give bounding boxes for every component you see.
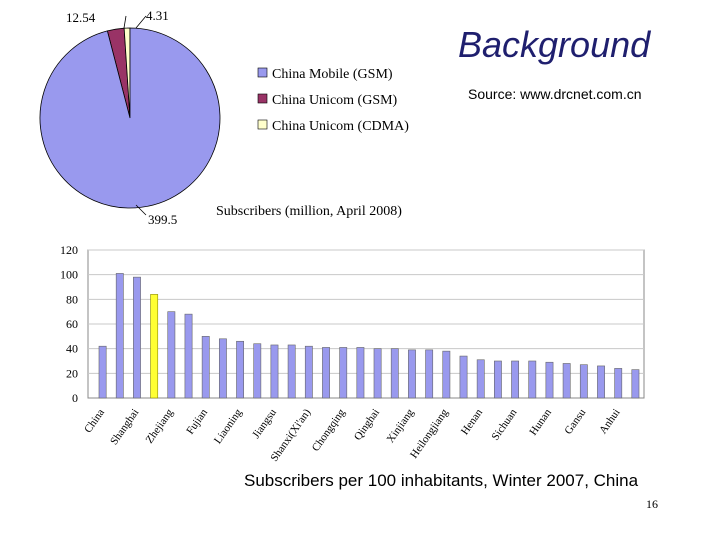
y-tick-label: 80 bbox=[66, 292, 78, 306]
bar-qinghai bbox=[373, 348, 382, 399]
bar-tibet bbox=[631, 369, 640, 399]
bar-zhejiang bbox=[167, 311, 176, 399]
pie-slice-china-mobile-gsm bbox=[39, 27, 221, 209]
x-tick-label: Qinghai bbox=[352, 407, 382, 443]
y-tick-label: 120 bbox=[60, 243, 78, 257]
bar-hunan bbox=[545, 361, 554, 399]
bar-guangdong bbox=[150, 294, 159, 399]
x-tick-label: Fujian bbox=[184, 406, 210, 436]
bar-hebei bbox=[356, 347, 365, 399]
bar-jilin bbox=[270, 344, 279, 399]
bar-heilongjiang bbox=[442, 350, 451, 399]
bar-jiangsu bbox=[218, 338, 227, 399]
bar-ningxia bbox=[459, 355, 468, 399]
y-tick-label: 0 bbox=[72, 391, 78, 405]
y-tick-label: 60 bbox=[66, 317, 78, 331]
bar-liaoning bbox=[236, 340, 245, 399]
x-tick-label: Sichuan bbox=[489, 406, 519, 442]
x-tick-label: Chongqing bbox=[310, 406, 348, 453]
bar-chart-caption: Subscribers per 100 inhabitants, Winter … bbox=[244, 471, 639, 490]
x-tick-label: Anhui bbox=[597, 407, 623, 436]
legend-swatch-china-mobile-gsm bbox=[257, 67, 268, 78]
slide-title: Background bbox=[458, 24, 651, 65]
bar-sichuan bbox=[511, 360, 520, 399]
x-tick-label: Gansu bbox=[562, 406, 588, 436]
page-number: 16 bbox=[646, 497, 658, 511]
bar-hainan bbox=[253, 343, 262, 399]
y-tick-label: 20 bbox=[66, 366, 78, 380]
bar-yunnan bbox=[562, 363, 571, 399]
x-tick-label: Shanghai bbox=[108, 407, 141, 447]
bar-shanxi-taiyuan bbox=[493, 360, 502, 399]
legend-swatch-china-unicom-gsm bbox=[257, 93, 268, 104]
y-tick-label: 100 bbox=[60, 268, 78, 282]
legend-label-china-unicom-cdma: China Unicom (CDMA) bbox=[272, 119, 409, 134]
bar-henan bbox=[476, 359, 485, 399]
x-tick-label: Zhejiang bbox=[144, 406, 177, 445]
bar-shanghai bbox=[133, 276, 141, 399]
x-tick-label: China bbox=[82, 407, 107, 436]
bar-anhui bbox=[614, 368, 623, 399]
x-tick-label: Jiangsu bbox=[250, 406, 279, 440]
bar-beijing bbox=[115, 273, 124, 399]
bar-jiangxi bbox=[528, 360, 537, 399]
pie-leader-line bbox=[135, 204, 147, 216]
bar-inner-mongolia bbox=[322, 347, 330, 399]
bar-tianjin bbox=[184, 313, 193, 399]
bar-shanxi-xi-an bbox=[304, 345, 313, 399]
pie-title: Subscribers (million, April 2008) bbox=[216, 204, 402, 219]
y-tick-label: 40 bbox=[66, 342, 78, 356]
pie-value-label: 399.5 bbox=[148, 212, 177, 227]
x-tick-label: Xinjiang bbox=[385, 406, 417, 445]
bar-guizhou bbox=[597, 365, 605, 399]
pie-value-label: 12.54 bbox=[66, 10, 96, 25]
source-citation: Source: www.drcnet.com.cn bbox=[468, 86, 642, 102]
bar-china bbox=[98, 345, 107, 399]
legend-label-china-unicom-gsm: China Unicom (GSM) bbox=[272, 93, 398, 108]
bar-chongqing bbox=[339, 347, 348, 399]
legend-label-china-mobile-gsm: China Mobile (GSM) bbox=[272, 67, 393, 82]
bar-hubei bbox=[390, 348, 399, 399]
pie-value-label: 4.31 bbox=[146, 8, 169, 23]
pie-leader-line bbox=[123, 15, 127, 29]
bar-guangxi bbox=[425, 349, 434, 399]
x-tick-label: Henan bbox=[459, 406, 486, 437]
bar-shandong bbox=[287, 344, 296, 399]
bar-fujian bbox=[201, 336, 210, 399]
pie-chart: Subscribers (million, April 2008) 12.54 4… bbox=[39, 8, 409, 227]
bar-gansu bbox=[579, 364, 588, 399]
bar-chart: 0 20 40 60 80 100 120 China Shanghai Zhejiang Fuji… bbox=[60, 243, 645, 464]
pie-leader-line bbox=[135, 15, 147, 29]
x-tick-label: Hunan bbox=[527, 406, 554, 437]
bar-xinjiang bbox=[408, 349, 416, 399]
x-tick-label: Liaoning bbox=[212, 406, 245, 446]
legend-swatch-china-unicom-cdma bbox=[257, 119, 268, 130]
